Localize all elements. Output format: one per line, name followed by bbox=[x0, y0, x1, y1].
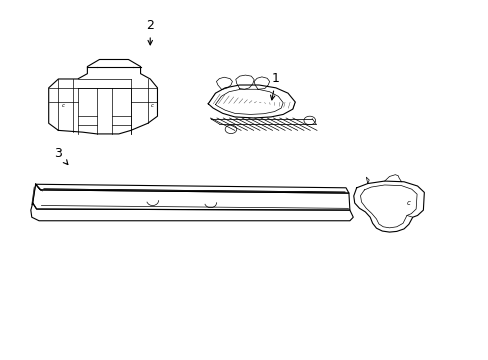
Text: c: c bbox=[406, 200, 410, 206]
Text: 1: 1 bbox=[270, 72, 279, 100]
Text: 3: 3 bbox=[54, 147, 68, 165]
Text: c: c bbox=[61, 103, 64, 108]
Text: c: c bbox=[151, 103, 154, 108]
Text: 2: 2 bbox=[146, 19, 154, 45]
